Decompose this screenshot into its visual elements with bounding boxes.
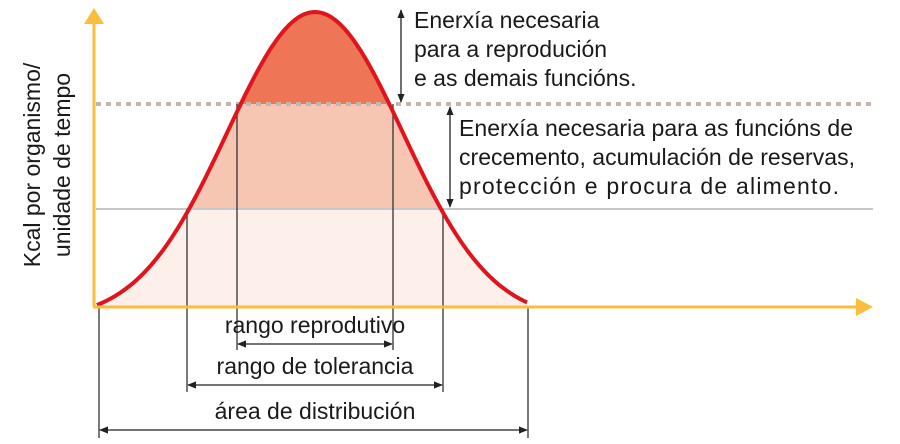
reproductive-range-label: rango reprodutivo	[225, 312, 405, 338]
range-boundary-lines	[98, 104, 529, 438]
reproduction-energy-line-2: para a reprodución	[414, 36, 607, 62]
maintenance-energy-line-2: crecemento, acumulación de reservas,	[459, 144, 855, 170]
reproduction-energy-annotation: Enerxía necesaria para a reprodución e a…	[414, 7, 636, 91]
maintenance-energy-line-1: Enerxía necesaria para as funcións de	[459, 115, 853, 141]
maintenance-energy-annotation: Enerxía necesaria para as funcións de cr…	[459, 115, 855, 199]
y-axis-label-line-1: Kcal por organismo/	[19, 62, 45, 267]
reproduction-energy-line-1: Enerxía necesaria	[414, 7, 600, 33]
y-axis-arrowhead	[84, 8, 104, 24]
y-axis-label: Kcal por organismo/ unidade de tempo	[19, 62, 75, 267]
y-axis-label-line-2: unidade de tempo	[49, 73, 75, 257]
x-axis-arrowhead	[856, 298, 873, 316]
tolerance-curve	[96, 9, 528, 307]
axes	[84, 8, 873, 316]
distribution-area-label: área de distribución	[215, 398, 416, 424]
maintenance-energy-line-3: protección e procura de alimento.	[459, 173, 839, 199]
reproduction-energy-line-3: e as demais funcións.	[414, 65, 636, 91]
tolerance-range-label: rango de tolerancia	[217, 353, 414, 379]
